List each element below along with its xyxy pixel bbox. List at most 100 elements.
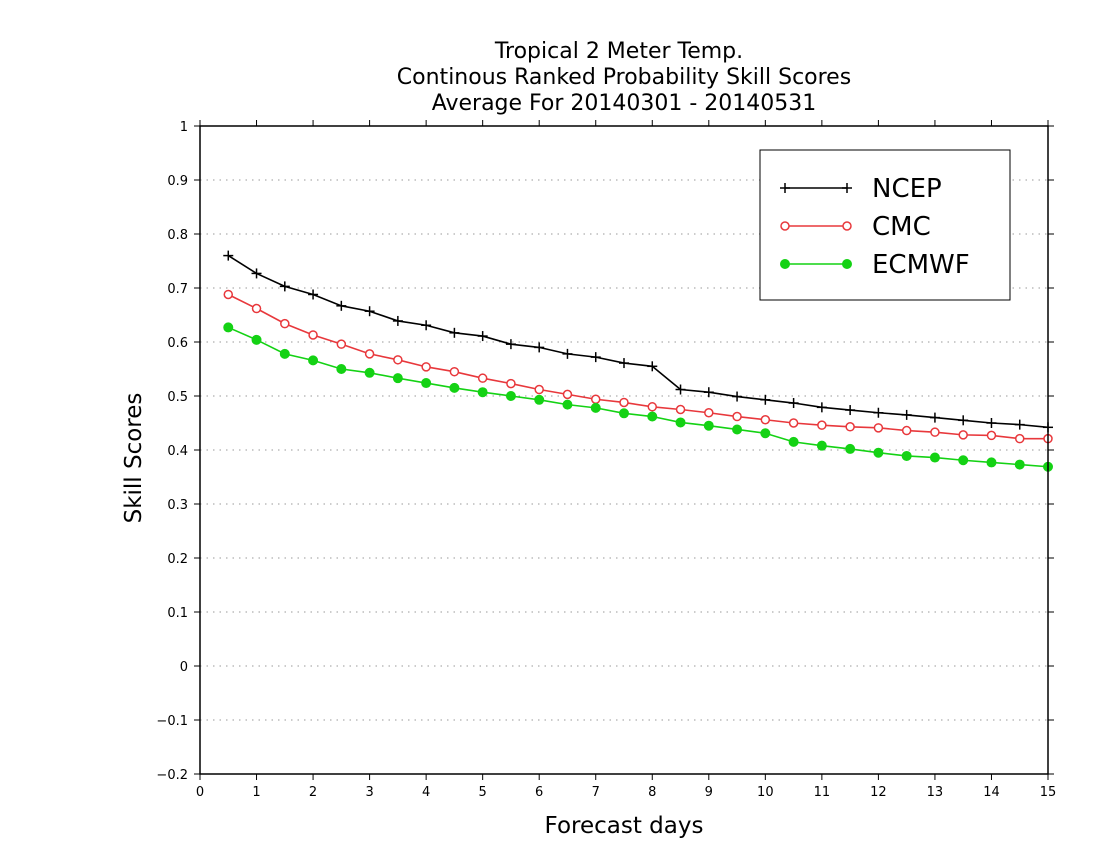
ecmwf-point	[534, 394, 545, 405]
cmc-point	[308, 330, 318, 340]
ecmwf-point	[760, 428, 771, 439]
ecmwf-point	[336, 364, 347, 374]
ncep-point	[619, 358, 629, 369]
cmc-point	[873, 423, 884, 433]
ncep-point	[760, 394, 771, 405]
y-tick-label: −0.2	[156, 768, 188, 783]
ecmwf-point	[816, 440, 827, 451]
ncep-point	[364, 306, 375, 317]
ncep-point	[986, 418, 997, 428]
ecmwf-point	[929, 452, 940, 463]
ecmwf-point	[675, 417, 686, 428]
x-tick-label: 14	[983, 785, 1000, 800]
ecmwf-point	[279, 348, 290, 359]
legend-label-cmc: CMC	[872, 212, 931, 242]
y-axis-label: Skill Scores	[121, 393, 147, 524]
x-tick-label: 11	[814, 785, 831, 800]
ecmwf-point	[788, 436, 799, 447]
cmc-point	[732, 411, 742, 422]
ncep-point	[449, 327, 460, 338]
cmc-point	[760, 415, 771, 425]
cmc-point	[393, 355, 403, 365]
y-tick-label: 0.2	[167, 552, 188, 567]
ncep-point	[732, 391, 743, 402]
ecmwf-point	[986, 457, 997, 468]
cmc-point	[562, 389, 573, 400]
x-tick-label: 6	[535, 785, 543, 800]
ncep-point	[788, 398, 799, 409]
x-tick-label: 4	[422, 785, 430, 800]
x-tick-label: 0	[196, 785, 204, 800]
y-tick-label: 0.6	[167, 336, 188, 351]
cmc-point	[534, 384, 544, 395]
ecmwf-point	[223, 322, 234, 333]
x-tick-label: 8	[648, 785, 656, 800]
legend-marker-ecmwf	[842, 259, 852, 269]
ncep-point	[590, 352, 601, 363]
ncep-point	[223, 250, 234, 261]
x-tick-label: 15	[1040, 785, 1057, 800]
ecmwf-point	[958, 455, 969, 466]
y-tick-label: 0.4	[167, 444, 188, 459]
ncep-point	[675, 384, 686, 395]
legend-box	[759, 149, 1011, 301]
legend-marker-ecmwf	[780, 259, 790, 269]
cmc-point	[1014, 433, 1025, 444]
ncep-point	[958, 415, 969, 426]
ncep-point	[873, 407, 884, 418]
ecmwf-point	[1014, 459, 1025, 470]
title-line-3: Average For 20140301 - 20140531	[432, 91, 817, 116]
legend-marker-ncep	[842, 183, 852, 193]
ncep-point	[534, 342, 545, 353]
y-tick-label: 0	[180, 660, 188, 675]
cmc-point	[901, 425, 912, 436]
title-line-1: Tropical 2 Meter Temp.	[494, 39, 743, 64]
cmc-point	[619, 397, 629, 408]
ncep-point	[251, 268, 262, 279]
series-ecmwf	[223, 322, 1053, 472]
ecmwf-point	[364, 367, 375, 378]
ecmwf-point	[251, 334, 262, 345]
x-tick-label: 10	[757, 785, 774, 800]
ecmwf-point	[845, 443, 856, 454]
y-tick-label: −0.1	[156, 714, 188, 729]
series-layer	[223, 250, 1053, 472]
gridlines	[200, 179, 1048, 721]
ecmwf-point	[308, 355, 319, 366]
ecmwf-point	[562, 399, 573, 410]
ncep-point	[845, 405, 856, 416]
cmc-point	[590, 394, 601, 404]
ecmwf-point	[873, 447, 884, 458]
legend-label-ecmwf: ECMWF	[872, 250, 970, 280]
series-ncep	[223, 250, 1053, 433]
ncep-point	[308, 289, 319, 300]
ecmwf-point	[703, 420, 714, 431]
x-tick-label: 12	[870, 785, 887, 800]
ncep-point	[336, 300, 347, 311]
cmc-point	[251, 303, 262, 314]
ncep-point	[1014, 419, 1025, 430]
ecmwf-point	[590, 402, 601, 413]
cmc-point	[421, 362, 431, 372]
legend-item-ecmwf: ECMWF	[780, 250, 970, 280]
ncep-point	[421, 320, 432, 331]
ncep-point	[901, 409, 912, 420]
ncep-point	[505, 339, 516, 350]
ecmwf-point	[619, 408, 629, 419]
cmc-point	[364, 349, 375, 359]
ncep-point	[392, 315, 403, 326]
cmc-point	[477, 373, 488, 383]
ncep-point	[562, 348, 573, 359]
ncep-point	[929, 412, 940, 423]
y-tick-label: 0.1	[167, 606, 188, 621]
x-axis-label: Forecast days	[545, 813, 704, 839]
ecmwf-point	[477, 387, 488, 398]
x-tick-label: 13	[927, 785, 944, 800]
y-tick-label: 0.9	[167, 174, 188, 189]
ncep-point	[279, 281, 290, 292]
chart-title: Tropical 2 Meter Temp. Continous Ranked …	[397, 39, 851, 116]
title-line-2: Continous Ranked Probability Skill Score…	[397, 65, 851, 90]
legend-marker-cmc	[780, 221, 790, 231]
series-cmc	[223, 289, 1053, 444]
